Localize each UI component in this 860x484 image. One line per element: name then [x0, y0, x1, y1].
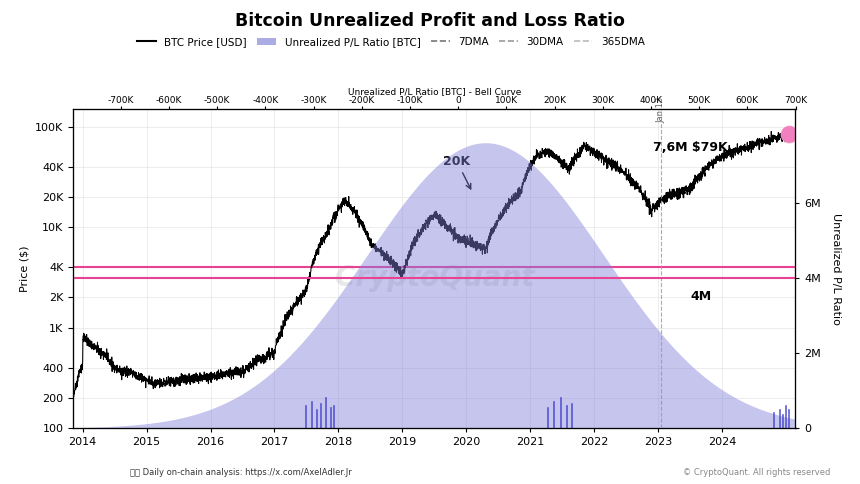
Text: 20K: 20K: [443, 154, 470, 189]
Text: CryptoQuant: CryptoQuant: [335, 264, 534, 292]
Y-axis label: Price ($): Price ($): [20, 245, 29, 292]
Text: 4M: 4M: [690, 290, 711, 303]
Text: 7,6M $79K: 7,6M $79K: [654, 141, 728, 154]
Point: [783, 130, 796, 137]
Legend: BTC Price [USD], Unrealized P/L Ratio [BTC], 7DMA, 30DMA, 365DMA: BTC Price [USD], Unrealized P/L Ratio [B…: [133, 32, 648, 51]
X-axis label: Unrealized P/L Ratio [BTC] - Bell Curve: Unrealized P/L Ratio [BTC] - Bell Curve: [347, 87, 521, 96]
Text: 💠🦡 Daily on-chain analysis: https://x.com/AxelAdler.Jr: 💠🦡 Daily on-chain analysis: https://x.co…: [130, 469, 352, 477]
Y-axis label: Unrealized P/L Ratio: Unrealized P/L Ratio: [831, 212, 841, 325]
Text: Bitcoin Unrealized Profit and Loss Ratio: Bitcoin Unrealized Profit and Loss Ratio: [235, 12, 625, 30]
Text: Jan 13: Jan 13: [656, 97, 665, 123]
Text: © CryptoQuant. All rights reserved: © CryptoQuant. All rights reserved: [683, 469, 831, 477]
